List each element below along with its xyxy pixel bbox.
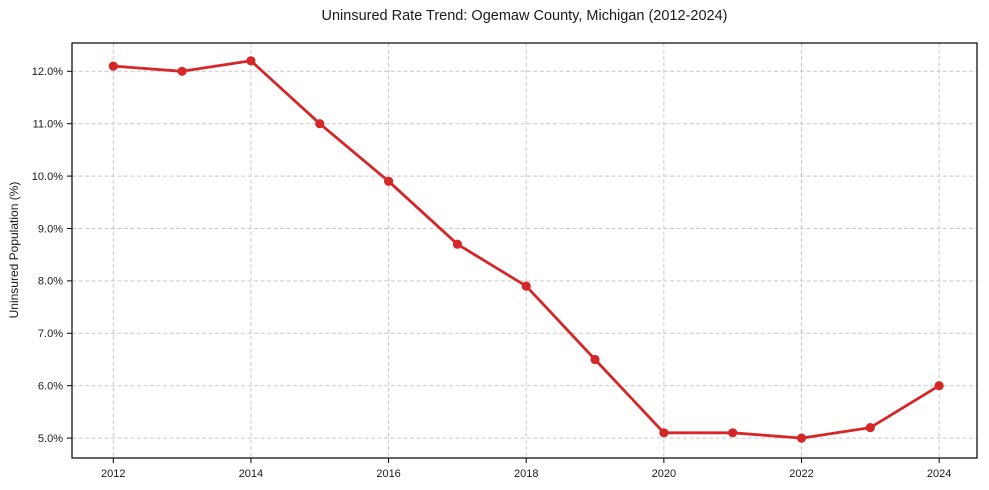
y-tick-label: 7.0% [38, 328, 63, 340]
data-point-marker [315, 119, 325, 129]
x-tick-label: 2016 [376, 468, 400, 480]
y-tick-label: 12.0% [32, 66, 63, 78]
y-tick-label: 8.0% [38, 276, 63, 288]
x-tick-label: 2024 [927, 468, 951, 480]
data-point-marker [590, 354, 600, 365]
data-point-marker [177, 66, 187, 76]
data-point-marker [246, 56, 256, 66]
x-tick-label: 2020 [652, 468, 676, 480]
y-axis-label: Uninsured Population (%) [7, 181, 21, 319]
chart-title: Uninsured Rate Trend: Ogemaw County, Mic… [321, 8, 728, 24]
data-point-marker [659, 428, 669, 438]
x-tick-label: 2022 [789, 468, 813, 480]
y-tick-label: 5.0% [38, 433, 63, 445]
data-point-marker [384, 176, 394, 186]
data-point-marker [796, 433, 807, 443]
data-point-marker [452, 239, 462, 249]
data-point-marker [865, 423, 875, 433]
x-tick-label: 2014 [239, 468, 263, 480]
y-tick-label: 6.0% [38, 380, 63, 392]
data-point-marker [108, 61, 118, 71]
x-tick-label: 2012 [101, 468, 125, 480]
y-tick-label: 10.0% [32, 171, 63, 183]
y-tick-label: 9.0% [38, 223, 63, 235]
y-tick-label: 11.0% [33, 118, 64, 130]
axes-border [71, 42, 978, 459]
data-point-marker [934, 381, 944, 391]
data-point-marker [728, 428, 738, 438]
data-point-marker [521, 281, 531, 291]
x-tick-label: 2018 [514, 468, 538, 480]
